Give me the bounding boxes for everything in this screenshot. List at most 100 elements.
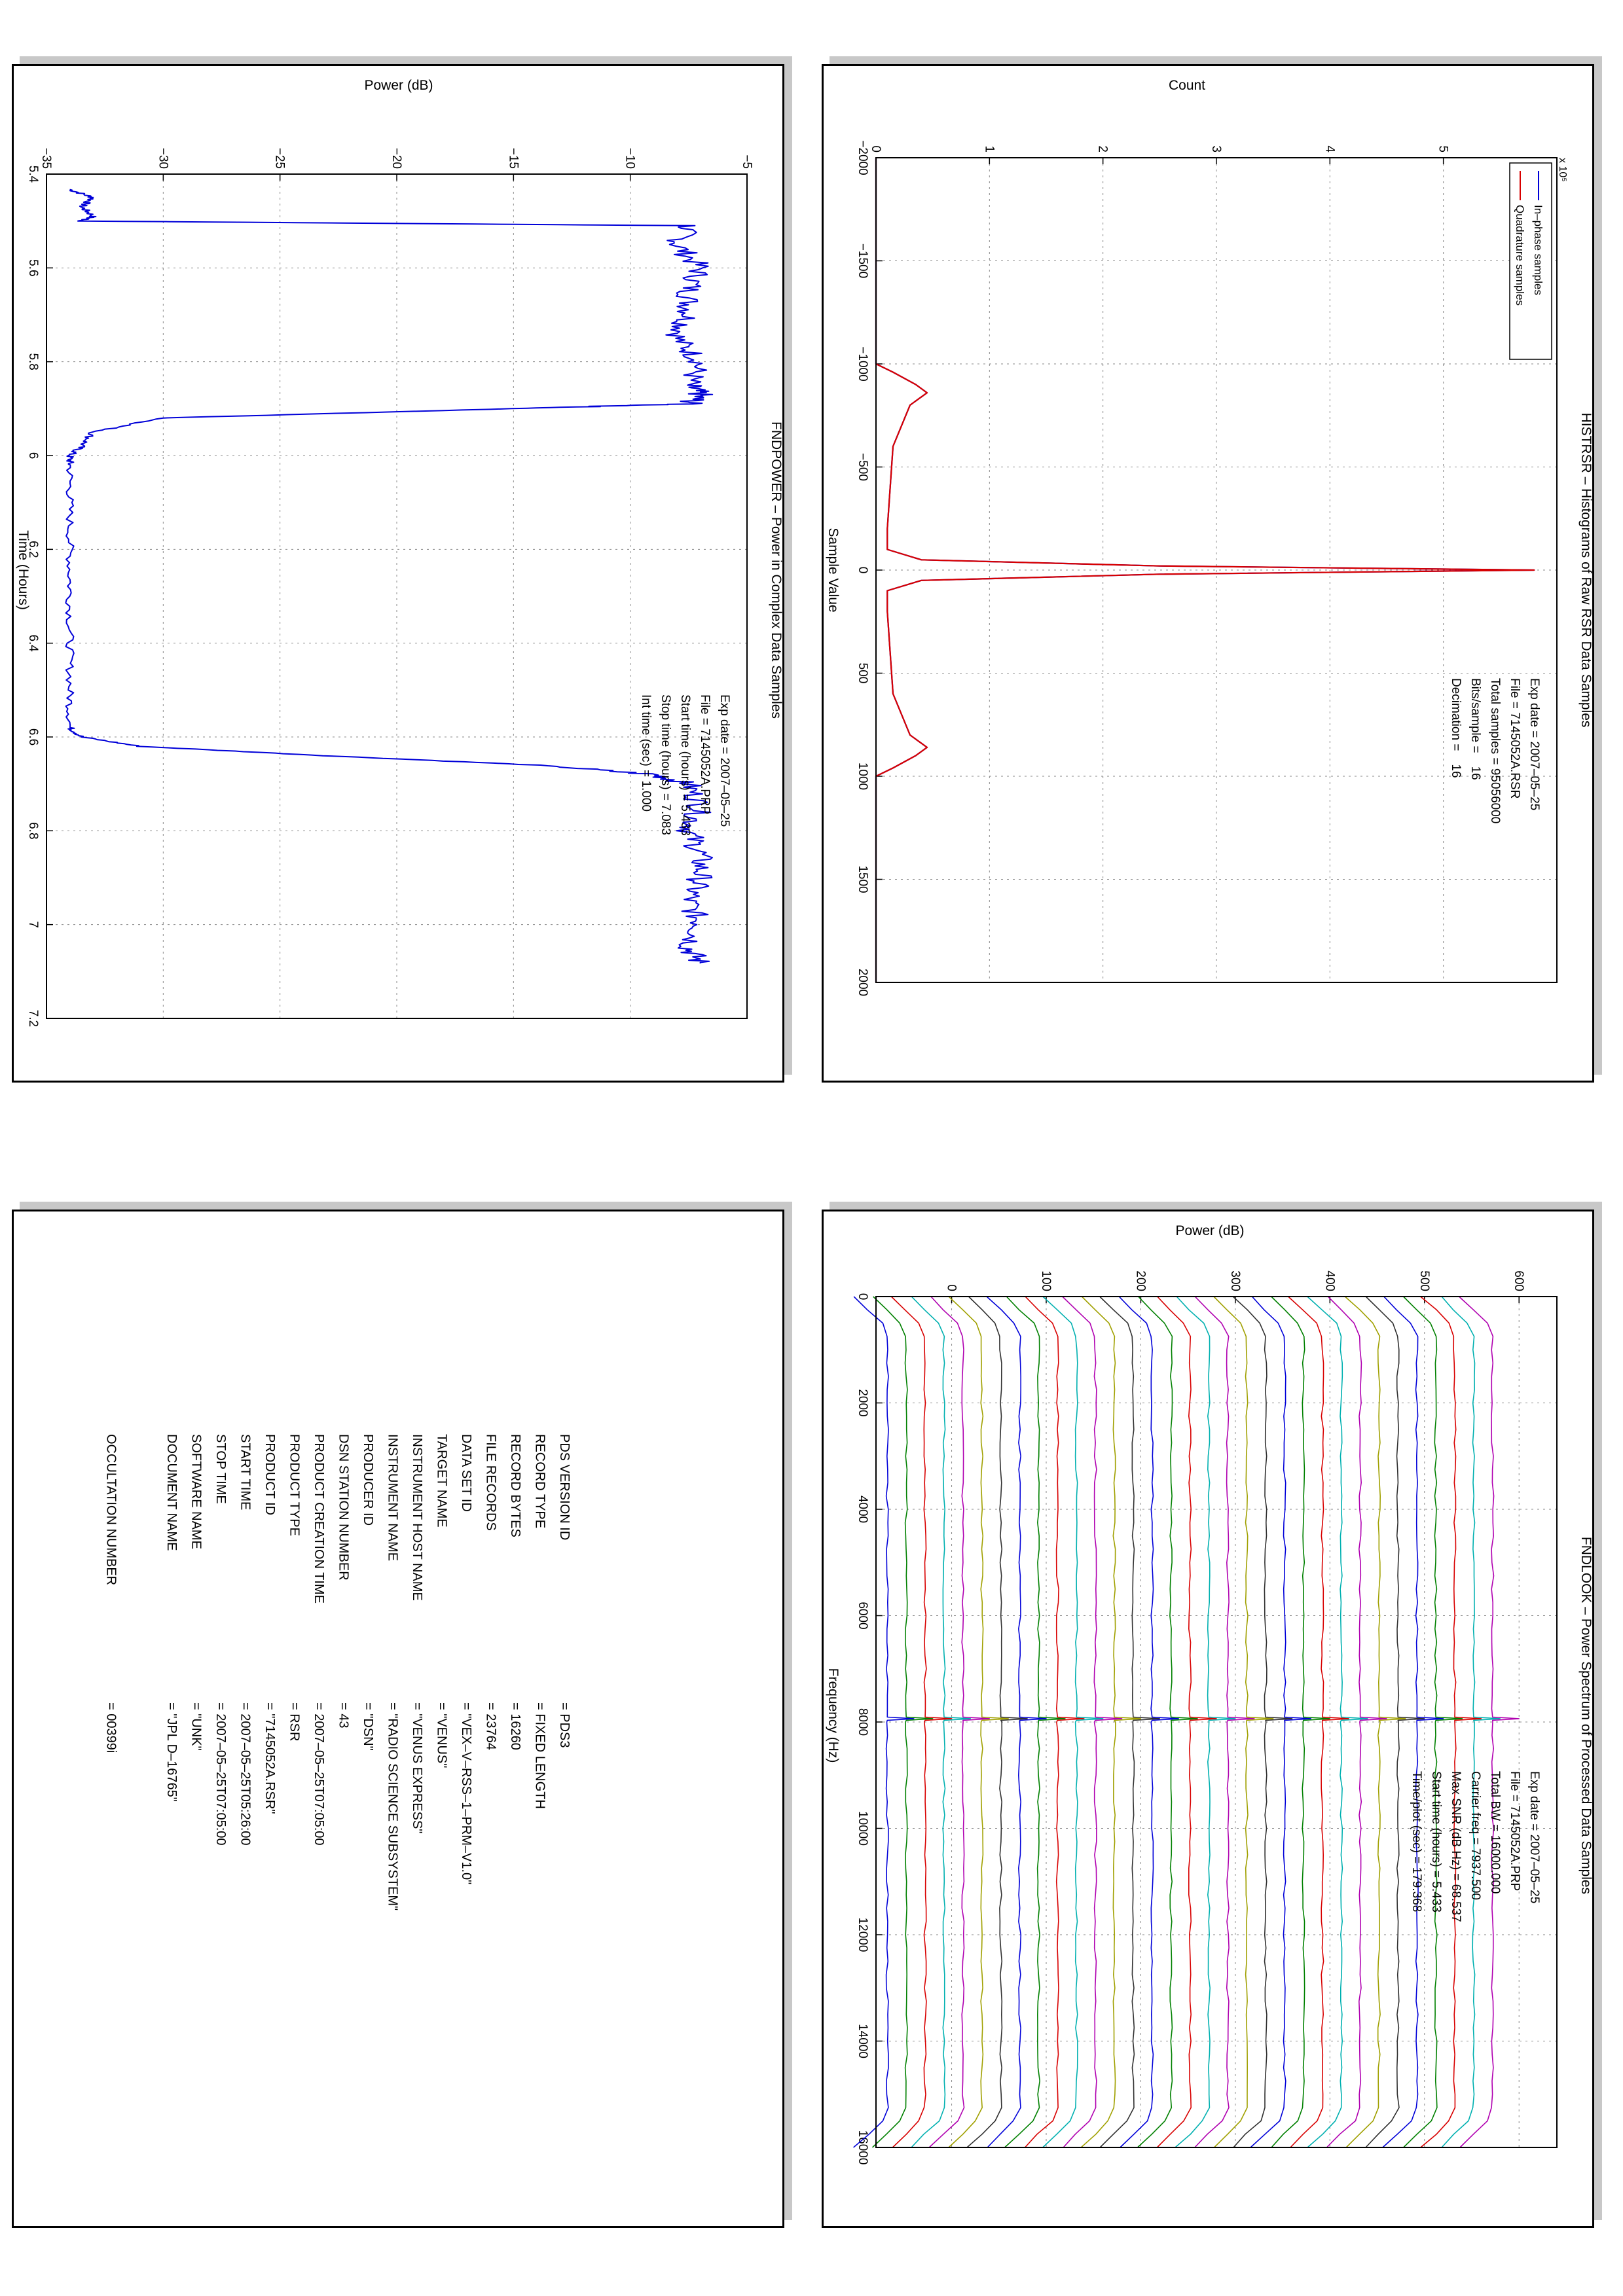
- label-key: INSTRUMENT NAME: [386, 1434, 400, 1561]
- svg-text:Time/plot (sec) = 179.368: Time/plot (sec) = 179.368: [1410, 1771, 1423, 1912]
- findlook-ylabel: Power (dB): [1175, 1223, 1244, 1238]
- svg-text:Int time (sec) = 1.000: Int time (sec) = 1.000: [639, 694, 653, 812]
- spectrum-trace: [1213, 1296, 1274, 2148]
- findlook-xlabel: Frequency (Hz): [826, 1668, 841, 1763]
- svg-text:Stop time (hours) = 7.083: Stop time (hours) = 7.083: [659, 694, 672, 835]
- histrsr-ylabel: Count: [1169, 78, 1205, 93]
- findlook-yticks: 0 100 200 300 400 500 600: [945, 1270, 1525, 1303]
- y-tick-label: 4: [1322, 145, 1336, 152]
- histrsr-title: HISTRSR – Histograms of Raw RSR Data Sam…: [1578, 413, 1594, 728]
- x-tick-label: 4000: [856, 1496, 869, 1523]
- x-tick-label: 0: [856, 567, 869, 574]
- x-tick-label: 14000: [856, 2024, 869, 2058]
- panel-frame: FNDPOWER – Power in Complex Data Samples…: [12, 64, 784, 1083]
- y-tick-label: 600: [1512, 1270, 1525, 1291]
- label-key: PRODUCER ID: [361, 1434, 375, 1526]
- spectrum-trace: [1042, 1296, 1104, 2148]
- svg-text:Exp date = 2007–05–25: Exp date = 2007–05–25: [1527, 678, 1541, 810]
- label-value: = "VEX–V–RSS–1–PRM–V1.0": [459, 1702, 473, 1884]
- spectrum-trace: [1062, 1296, 1123, 2148]
- x-tick-label: 0: [856, 1293, 869, 1300]
- panel-frame: HISTRSR – Histograms of Raw RSR Data Sam…: [822, 64, 1594, 1083]
- x-tick-label: −2000: [856, 140, 869, 175]
- label-value: = RSR: [287, 1702, 302, 1741]
- findpower-xlabel: Time (Hours): [16, 530, 31, 610]
- histrsr-axes: [875, 157, 1558, 983]
- findlook-panel: FNDLOOK – Power Spectrum of Processed Da…: [822, 1202, 1602, 2228]
- histrsr-series: [875, 158, 1535, 982]
- label-key: DATA SET ID: [459, 1434, 473, 1512]
- spectrum-trace: [1232, 1296, 1293, 2148]
- findpower-xticks: 5.4 5.6 5.8 6 6.2 6.4 6.6 6.8 7 7.2: [26, 166, 53, 1027]
- panel-frame: FNDLOOK – Power Spectrum of Processed Da…: [822, 1210, 1594, 2228]
- histrsr-xlabel: Sample Value: [826, 528, 841, 612]
- x-tick-label: 6.8: [26, 822, 40, 839]
- svg-text:Total BW = 16000.000: Total BW = 16000.000: [1488, 1771, 1502, 1894]
- svg-text:File = 7145052A.PRP: File = 7145052A.PRP: [1508, 1771, 1522, 1891]
- histrsr-panel: HISTRSR – Histograms of Raw RSR Data Sam…: [822, 56, 1602, 1083]
- findlook-info: Exp date = 2007–05–25 File = 7145052A.PR…: [1410, 1771, 1541, 1922]
- x-tick-label: 7.2: [26, 1010, 40, 1027]
- spectrum-trace: [1080, 1296, 1142, 2148]
- label-key: OCCULTATION NUMBER: [104, 1434, 119, 1585]
- spectrum-trace: [1118, 1296, 1180, 2148]
- spectrum-trace: [1137, 1296, 1198, 2148]
- x-tick-label: 5.4: [26, 166, 40, 183]
- svg-text:Exp date = 2007–05–25: Exp date = 2007–05–25: [1527, 1771, 1541, 1903]
- findpower-title: FNDPOWER – Power in Complex Data Samples: [769, 422, 784, 719]
- label-panel: PDS VERSION ID = PDS3 RECORD TYPE = FIXED L…: [12, 1202, 792, 2228]
- y-tick-label: 200: [1133, 1270, 1147, 1291]
- label-value: = 2007–05–25T05:26:00: [238, 1702, 253, 1846]
- svg-text:Start time (hours) = 5.433: Start time (hours) = 5.433: [1429, 1771, 1443, 1912]
- spectrum-trace: [1175, 1296, 1236, 2148]
- label-value: = 23764: [484, 1702, 498, 1750]
- spectrum-trace: [1441, 1296, 1501, 2148]
- label-value: = 00399i: [104, 1702, 119, 1753]
- panel-frame: PDS VERSION ID = PDS3 RECORD TYPE = FIXED L…: [12, 1210, 784, 2228]
- spectrum-trace: [1403, 1296, 1463, 2148]
- label-key: START TIME: [238, 1434, 253, 1510]
- svg-text:Max SNR (dB Hz) = 68.537: Max SNR (dB Hz) = 68.537: [1449, 1771, 1463, 1922]
- legend-label-inphase: In–phase samples: [1532, 205, 1544, 295]
- x-tick-label: 6.4: [26, 634, 40, 652]
- x-tick-label: 5.6: [26, 259, 40, 276]
- findpower-axes: [46, 173, 748, 1019]
- label-key: PRODUCT TYPE: [287, 1434, 302, 1536]
- x-tick-label: 6000: [856, 1602, 869, 1629]
- spectrum-trace: [1326, 1296, 1387, 2148]
- svg-text:File = 7145052A.PRP: File = 7145052A.PRP: [698, 694, 712, 814]
- spectrum-trace: [948, 1296, 1010, 2148]
- histrsr-legend: In–phase samples Quadrature samples: [1509, 162, 1552, 360]
- findlook-title: FNDLOOK – Power Spectrum of Processed Da…: [1578, 1537, 1594, 1894]
- x-tick-label: 7: [26, 921, 40, 928]
- spectrum-trace: [1099, 1296, 1161, 2148]
- svg-text:Bits/sample =16: Bits/sample =16: [1468, 678, 1482, 780]
- spectrum-trace: [911, 1296, 972, 2148]
- label-key: DSN STATION NUMBER: [337, 1434, 351, 1581]
- label-value: = 43: [337, 1702, 351, 1728]
- x-tick-label: −500: [856, 453, 869, 481]
- svg-text:Exp date = 2007–05–25: Exp date = 2007–05–25: [718, 694, 731, 827]
- label-key: PRODUCT ID: [263, 1434, 277, 1515]
- svg-text:Start time (hours) = 5.433: Start time (hours) = 5.433: [678, 694, 692, 836]
- findpower-info: Exp date = 2007–05–25 File = 7145052A.PR…: [639, 694, 731, 836]
- label-value: = PDS3: [557, 1702, 572, 1748]
- spectrum-trace: [1344, 1296, 1406, 2148]
- spectrum-trace: [1194, 1296, 1255, 2148]
- spectrum-trace: [1307, 1296, 1368, 2148]
- label-key: FILE RECORDS: [484, 1434, 498, 1531]
- spectrum-trace: [853, 1296, 915, 2148]
- y-tick-label: 400: [1322, 1270, 1336, 1291]
- spectrum-trace: [928, 1296, 991, 2148]
- label-key: PDS VERSION ID: [557, 1434, 572, 1540]
- findpower-yticks: −35 −30 −25 −20 −15 −10 −5: [39, 148, 754, 181]
- x-tick-label: 12000: [856, 1918, 869, 1952]
- x-tick-label: 2000: [856, 1389, 869, 1416]
- label-table: PDS VERSION ID = PDS3 RECORD TYPE = FIXED L…: [104, 1434, 572, 1910]
- histrsr-xticks: −2000 −1500 −1000 −500 0 500 1000 1500 2000: [856, 140, 883, 996]
- spectrum-trace: [1420, 1296, 1482, 2148]
- spectrum-trace: [1004, 1296, 1066, 2148]
- y-tick-label: −20: [390, 148, 403, 169]
- findlook-xticks: 0 2000 4000 6000 8000 10000 12000 14000 16000: [856, 1293, 883, 2164]
- spectrum-trace: [1025, 1296, 1085, 2148]
